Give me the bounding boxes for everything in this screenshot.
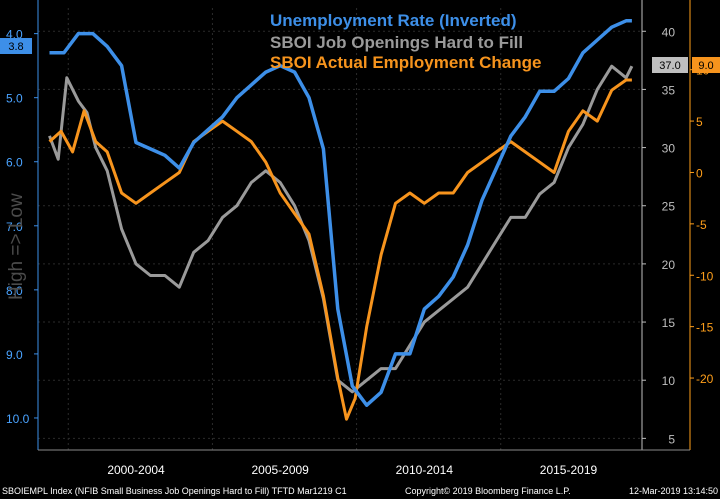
middle-axis-ticks: 40 35 30 25 20 15 10 5: [642, 25, 675, 446]
svg-text:3.8: 3.8: [8, 41, 23, 53]
right-tick-label: 0: [696, 166, 703, 180]
right-tick-label: 5: [696, 115, 703, 129]
middle-tick-label: 30: [662, 142, 676, 156]
left-tick-label: 9.0: [6, 348, 23, 362]
x-tick-label: 2010-2014: [396, 463, 454, 477]
middle-tick-label: 35: [662, 83, 676, 97]
last-value-tag-employment-change: 9.0: [692, 57, 720, 73]
middle-tick-label: 40: [662, 25, 676, 39]
middle-tick-label: 20: [662, 258, 676, 272]
legend-employment-change: SBOI Actual Employment Change: [270, 53, 541, 72]
legend-unemployment: Unemployment Rate (Inverted): [270, 11, 517, 30]
right-tick-label: -10: [696, 269, 714, 283]
x-tick-label: 2005-2009: [251, 463, 309, 477]
middle-tick-label: 10: [662, 374, 676, 388]
left-tick-label: 7.0: [6, 220, 23, 234]
right-tick-label: -15: [696, 321, 714, 335]
middle-tick-label: 25: [662, 200, 676, 214]
legend-hard-to-fill: SBOI Job Openings Hard to Fill: [270, 33, 523, 52]
left-tick-label: 8.0: [6, 284, 23, 298]
footer-copyright: Copyright© 2019 Bloomberg Finance L.P.: [405, 486, 571, 496]
last-value-tag-hard-to-fill: 37.0: [652, 57, 688, 73]
svg-text:9.0: 9.0: [698, 60, 713, 72]
series-line-employment-change: [48, 78, 632, 421]
svg-text:37.0: 37.0: [659, 60, 680, 72]
middle-tick-label: 5: [668, 432, 675, 446]
last-value-tag-unemployment: 3.8: [0, 38, 32, 54]
left-tick-label: 5.0: [6, 92, 23, 106]
right-tick-label: -5: [696, 218, 707, 232]
x-tick-label: 2015-2019: [540, 463, 598, 477]
left-tick-label: 6.0: [6, 156, 23, 170]
x-axis-ticks: 2000-2004 2005-2009 2010-2014 2015-2019: [107, 463, 597, 477]
footer-source: SBOIEMPL Index (NFIB Small Business Job …: [2, 486, 347, 496]
x-tick-label: 2000-2004: [107, 463, 165, 477]
left-axis-label: High => Low: [6, 193, 27, 300]
left-tick-label: 10.0: [6, 412, 30, 426]
series-line-unemployment: [49, 19, 632, 407]
right-tick-label: -20: [696, 372, 714, 386]
footer-timestamp: 12-Mar-2019 13:14:50: [629, 486, 718, 496]
middle-tick-label: 15: [662, 316, 676, 330]
